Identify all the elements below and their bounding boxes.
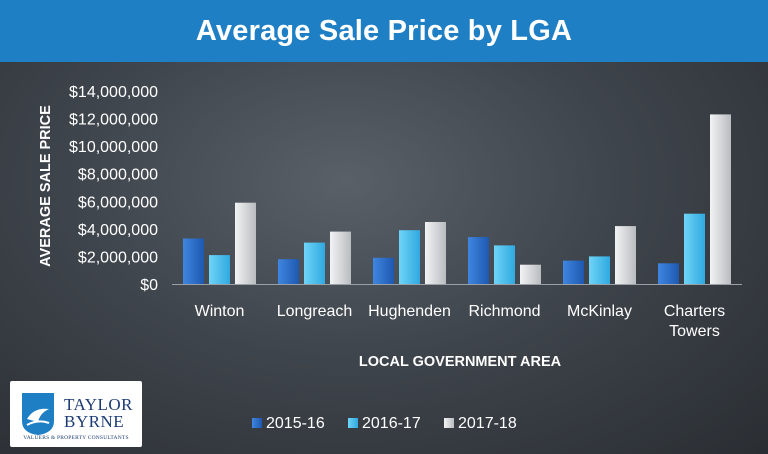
y-tick-label: $6,000,000 [78,194,158,211]
legend-swatch [252,418,262,428]
logo-name-line2: BYRNE [64,412,125,431]
x-category-label: Winton [195,303,245,320]
y-tick-label: $8,000,000 [78,167,158,184]
y-tick-label: $14,000,000 [69,84,158,101]
logo-name-line1: TAYLOR [64,395,134,414]
legend-swatch [348,418,358,428]
y-tick-label: $2,000,000 [78,249,158,266]
bar [658,263,679,284]
x-axis-title: LOCAL GOVERNMENT AREA [359,354,562,370]
y-axis-title: AVERAGE SALE PRICE [38,105,54,267]
bar [330,231,351,284]
title-bar: Average Sale Price by LGA [0,0,768,62]
company-logo: TAYLOR BYRNE VALUERS & PROPERTY CONSULTA… [10,381,142,447]
legend-swatch [444,418,454,428]
bar [468,237,489,284]
y-tick-label: $10,000,000 [69,139,158,156]
bar [235,202,256,284]
legend-label: 2015-16 [266,415,325,432]
bar [425,222,446,284]
x-category-label: Charters [664,303,725,320]
bar [589,256,610,284]
x-category-label: Hughenden [368,303,451,320]
logo-mark-icon [22,393,54,435]
bar [520,264,541,284]
bar [615,226,636,284]
logo-tagline: VALUERS & PROPERTY CONSULTANTS [23,435,129,441]
bar [684,213,705,284]
bar [209,255,230,284]
bar [399,230,420,284]
bar [304,242,325,284]
bar-chart: $0 $2,000,000 $4,000,000 $6,000,000 $8,000,0… [38,84,742,432]
bar [373,257,394,284]
bar [494,245,515,284]
bar [563,260,584,284]
bar [710,114,731,285]
x-category-label: McKinlay [567,303,632,320]
bar [183,238,204,284]
bar [278,259,299,284]
x-category-label: Longreach [277,303,353,320]
legend-label: 2017-18 [458,415,517,432]
x-category-label: Richmond [468,303,540,320]
y-tick-label: $12,000,000 [69,112,158,129]
legend-label: 2016-17 [362,415,421,432]
x-category-label: Towers [669,323,720,340]
chart-title: Average Sale Price by LGA [195,14,573,47]
y-tick-label: $0 [140,277,158,294]
y-tick-label: $4,000,000 [78,222,158,239]
